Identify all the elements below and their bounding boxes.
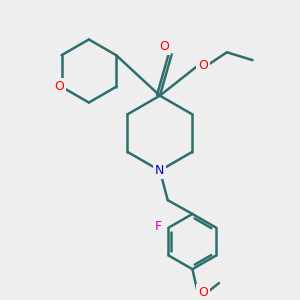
Text: N: N	[155, 164, 164, 177]
Text: O: O	[198, 58, 208, 72]
Text: O: O	[55, 80, 64, 93]
Text: O: O	[198, 286, 208, 299]
Text: O: O	[159, 40, 169, 53]
Text: F: F	[155, 220, 162, 233]
